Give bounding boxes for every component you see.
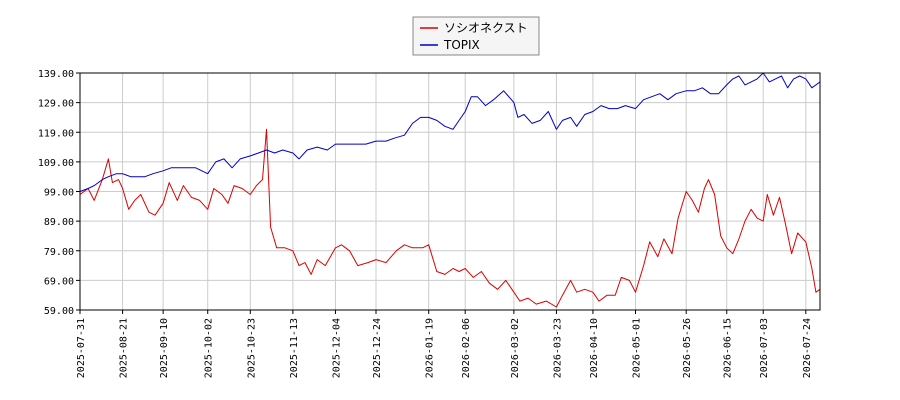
y-tick-label: 119.00 xyxy=(38,128,74,139)
y-tick-label: 129.00 xyxy=(38,99,74,110)
x-tick-label: 2026-05-01 xyxy=(632,318,643,378)
y-tick-label: 109.00 xyxy=(38,158,74,169)
x-tick-label: 2025-09-10 xyxy=(159,318,170,378)
x-tick-label: 2025-10-02 xyxy=(204,318,215,378)
x-tick-label: 2025-12-04 xyxy=(331,318,342,378)
x-tick-label: 2026-02-06 xyxy=(461,318,472,378)
x-tick-label: 2025-12-24 xyxy=(372,318,383,378)
y-tick-label: 69.00 xyxy=(44,276,74,287)
x-tick-label: 2026-03-02 xyxy=(510,318,521,378)
x-tick-label: 2026-07-24 xyxy=(802,318,813,378)
y-tick-label: 79.00 xyxy=(44,247,74,258)
series-layer xyxy=(79,72,821,308)
x-tick-label: 2026-05-26 xyxy=(682,318,693,378)
legend: ソシオネクスト TOPIX xyxy=(412,16,540,56)
x-tick-label: 2026-04-10 xyxy=(589,318,600,378)
x-tick-label: 2025-08-21 xyxy=(119,318,130,378)
x-tick-label: 2025-07-31 xyxy=(76,318,87,378)
x-axis: 2025-07-31 2025-08-21 2025-09-10 2025-10-02… xyxy=(76,310,813,378)
y-tick-label: 139.00 xyxy=(38,69,74,80)
y-tick-label: 89.00 xyxy=(44,217,74,228)
x-tick-label: 2025-11-13 xyxy=(289,318,300,378)
y-axis: 59.00 69.00 79.00 89.00 99.00 109.00 119.00 129… xyxy=(38,69,80,317)
x-tick-label: 2026-07-03 xyxy=(759,318,770,378)
grid xyxy=(79,72,820,311)
legend-label-0: ソシオネクスト xyxy=(444,21,528,35)
series-line-0 xyxy=(79,128,821,308)
legend-label-1: TOPIX xyxy=(443,38,480,52)
y-tick-label: 99.00 xyxy=(44,188,74,199)
x-tick-label: 2025-10-23 xyxy=(246,318,257,378)
legend-box xyxy=(412,16,540,56)
series-line-1 xyxy=(79,72,821,192)
x-tick-label: 2026-01-19 xyxy=(425,318,436,378)
y-tick-label: 59.00 xyxy=(44,306,74,317)
x-tick-label: 2026-03-23 xyxy=(552,318,563,378)
x-tick-label: 2026-06-15 xyxy=(723,318,734,378)
